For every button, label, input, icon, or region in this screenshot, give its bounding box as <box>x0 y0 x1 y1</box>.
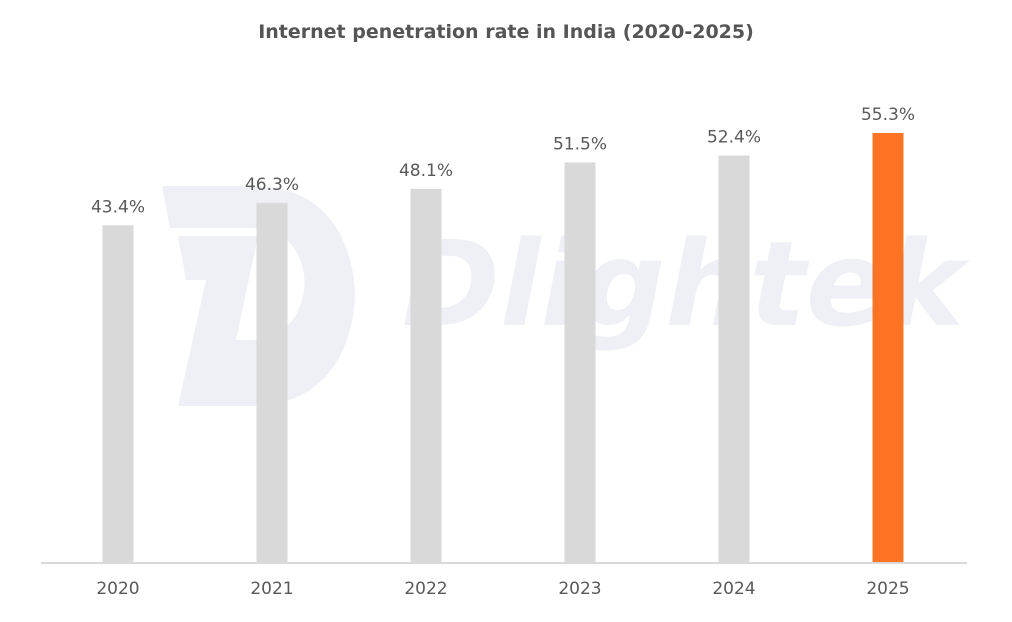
bar-2025 <box>872 133 904 562</box>
data-label-2022: 48.1% <box>399 161 453 181</box>
x-tick-2025: 2025 <box>866 579 909 599</box>
bar-2020 <box>102 225 134 562</box>
x-tick-2023: 2023 <box>558 579 601 599</box>
data-labels: 43.4% 46.3% 48.1% 51.5% 52.4% 55.3% <box>91 105 915 217</box>
watermark-logo-icon <box>162 186 355 406</box>
chart-title: Internet penetration rate in India (2020… <box>258 21 754 43</box>
data-label-2025: 55.3% <box>861 105 915 125</box>
data-label-2020: 43.4% <box>91 197 145 217</box>
data-label-2024: 52.4% <box>707 127 761 147</box>
bar-2022 <box>410 188 442 562</box>
bars <box>102 133 904 563</box>
x-tick-2022: 2022 <box>404 579 447 599</box>
bar-2023 <box>564 162 596 563</box>
x-tick-labels: 2020 2021 2022 2023 2024 2025 <box>96 579 909 599</box>
x-tick-2024: 2024 <box>712 579 755 599</box>
data-label-2021: 46.3% <box>245 175 299 195</box>
x-tick-2021: 2021 <box>250 579 293 599</box>
bar-2024 <box>718 155 750 562</box>
data-label-2023: 51.5% <box>553 134 607 154</box>
x-tick-2020: 2020 <box>96 579 139 599</box>
bar-2021 <box>256 202 288 563</box>
